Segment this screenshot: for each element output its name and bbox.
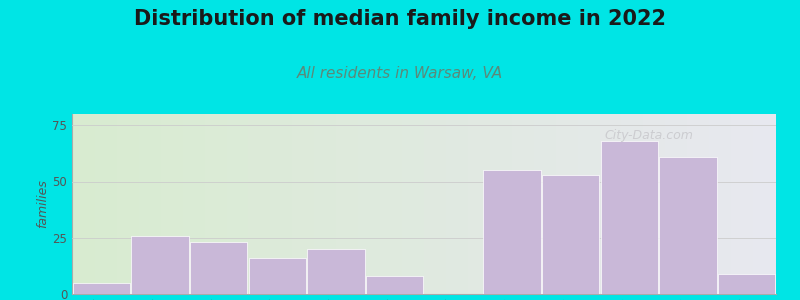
Bar (718, 274, 775, 294)
Text: City-Data.com: City-Data.com (605, 129, 694, 142)
Text: Distribution of median family income in 2022: Distribution of median family income in … (134, 9, 666, 29)
Y-axis label: families: families (37, 180, 50, 228)
Bar (483, 170, 541, 294)
Bar (542, 175, 599, 294)
Bar (659, 157, 717, 294)
Bar (73, 283, 130, 294)
Text: All residents in Warsaw, VA: All residents in Warsaw, VA (297, 66, 503, 81)
Bar (307, 249, 365, 294)
Bar (249, 258, 306, 294)
Bar (131, 236, 189, 294)
Bar (366, 276, 423, 294)
Bar (601, 141, 658, 294)
Bar (190, 242, 247, 294)
